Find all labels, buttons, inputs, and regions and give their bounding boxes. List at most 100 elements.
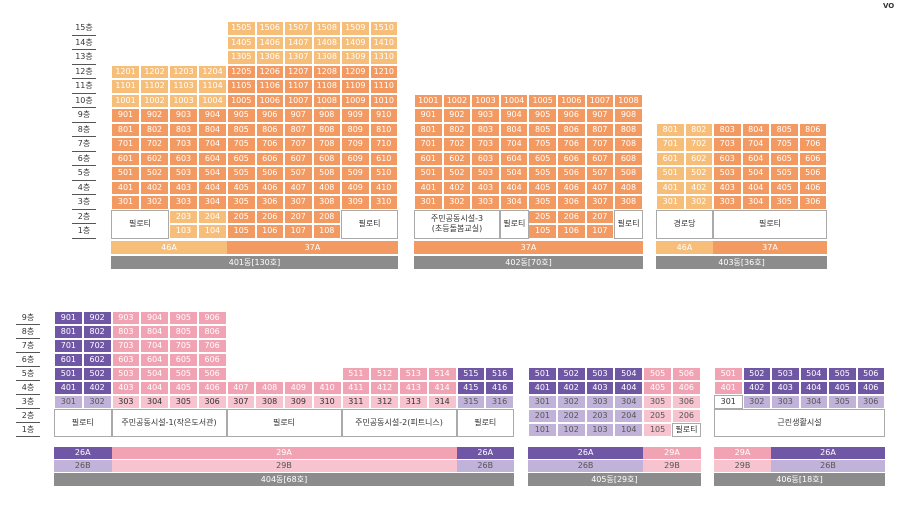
unit-cell: 504 — [499, 166, 529, 181]
unit-cell: 502 — [742, 367, 771, 381]
unit-cell: 206 — [557, 209, 586, 224]
unit-cell: 705 — [169, 339, 198, 353]
unit-cell: 502 — [140, 166, 169, 181]
unit-cell: 404 — [198, 180, 227, 195]
unit-cell: 105 — [643, 423, 672, 437]
unit-cell: 401 — [528, 381, 557, 395]
unit-cell: 405 — [770, 180, 799, 195]
unit-cell: 1510 — [369, 21, 398, 36]
unit-cell: 304 — [499, 195, 529, 210]
unit-cell: 410 — [312, 381, 342, 395]
unit-cell: 502 — [442, 166, 472, 181]
unit-cell: 508 — [312, 166, 341, 181]
unit-cell: 706 — [557, 137, 586, 152]
unit-cell: 302 — [684, 195, 713, 210]
unit-cell: 804 — [140, 325, 169, 339]
unit-cell: 503 — [771, 367, 800, 381]
piloti-label: 필로티 — [713, 209, 827, 239]
unit-cell: 405 — [828, 381, 857, 395]
community-facility-2: 주민공동시설-2(피트니스) — [341, 409, 457, 437]
unit-cell: 1101 — [111, 79, 140, 94]
unit-cell: 310 — [369, 195, 398, 210]
unit-cell: 1104 — [198, 79, 227, 94]
unit-cell: 1005 — [528, 93, 557, 108]
unit-cell: 301 — [528, 395, 557, 409]
unit-cell: 305 — [528, 195, 557, 210]
floor-label: 14층 — [72, 36, 96, 50]
floor-label: 9층 — [72, 108, 96, 123]
piloti-label: 필로티 — [111, 209, 169, 239]
unit-cell: 604 — [198, 151, 227, 166]
unit-cell: 401 — [656, 180, 685, 195]
unit-cell: 804 — [198, 122, 227, 137]
piloti-label: 필로티 — [341, 209, 398, 239]
unit-cell: 1103 — [169, 79, 198, 94]
unit-cell: 805 — [528, 122, 557, 137]
unit-cell: 507 — [585, 166, 615, 181]
unit-cell: 706 — [197, 339, 227, 353]
unit-cell: 1410 — [369, 35, 398, 50]
unit-cell: 809 — [341, 122, 370, 137]
unit-cell: 802 — [684, 122, 713, 137]
unit-cell: 602 — [140, 151, 169, 166]
unit-cell: 607 — [585, 151, 615, 166]
community-facility-3-name: 주민공동시설-3 — [430, 214, 484, 223]
unit-cell: 308 — [614, 195, 643, 210]
unit-cell: 1004 — [499, 93, 529, 108]
unit-cell: 308 — [255, 395, 284, 409]
unit-cell: 505 — [828, 367, 857, 381]
unit-type-bar: 26B — [456, 460, 514, 472]
unit-cell: 307 — [585, 195, 615, 210]
unit-cell: 707 — [284, 137, 313, 152]
unit-cell: 703 — [471, 137, 500, 152]
building-label: 405동[29호] — [528, 473, 701, 486]
floor-label: 2층 — [16, 409, 40, 423]
unit-cell: 507 — [284, 166, 313, 181]
unit-cell: 805 — [169, 325, 198, 339]
floor-label: 5층 — [72, 166, 96, 181]
unit-cell: 304 — [741, 195, 770, 210]
unit-cell: 603 — [471, 151, 500, 166]
unit-cell: 902 — [82, 311, 112, 325]
unit-cell: 505 — [169, 367, 198, 381]
unit-cell: 305 — [169, 395, 198, 409]
unit-cell: 510 — [369, 166, 398, 181]
unit-cell: 501 — [54, 367, 83, 381]
unit-type-bar: 26A — [528, 447, 644, 459]
unit-cell: 402 — [82, 381, 112, 395]
unit-cell: 315 — [456, 395, 486, 409]
unit-cell: 901 — [54, 311, 83, 325]
unit-cell: 1007 — [284, 93, 313, 108]
unit-type-bar: 29B — [643, 460, 701, 472]
unit-cell: 901 — [111, 108, 140, 123]
unit-cell: 1507 — [284, 21, 313, 36]
unit-cell: 102 — [556, 423, 586, 437]
unit-cell: 413 — [399, 381, 428, 395]
unit-cell: 313 — [399, 395, 428, 409]
unit-cell: 406 — [197, 381, 227, 395]
unit-cell: 403 — [471, 180, 500, 195]
unit-cell: 401 — [714, 381, 743, 395]
unit-cell: 105 — [528, 224, 557, 239]
unit-cell: 808 — [614, 122, 643, 137]
unit-cell: 307 — [284, 195, 313, 210]
unit-cell: 503 — [585, 367, 615, 381]
unit-cell: 1307 — [284, 50, 313, 65]
piloti-label: 필로티 — [500, 209, 529, 239]
unit-cell: 503 — [169, 166, 198, 181]
unit-cell: 903 — [111, 311, 141, 325]
unit-cell: 705 — [770, 137, 799, 152]
unit-type-bar: 29B — [111, 460, 457, 472]
unit-cell: 1202 — [140, 64, 169, 79]
unit-cell: 301 — [656, 195, 685, 210]
unit-cell: 906 — [255, 108, 284, 123]
unit-cell: 407 — [284, 180, 313, 195]
floor-label: 3층 — [72, 195, 96, 210]
unit-cell: 904 — [499, 108, 529, 123]
piloti-label: 필로티 — [456, 409, 514, 437]
unit-cell: 806 — [798, 122, 827, 137]
unit-cell: 316 — [485, 395, 514, 409]
unit-cell: 402 — [556, 381, 586, 395]
unit-cell: 205 — [528, 209, 557, 224]
unit-cell: 808 — [312, 122, 341, 137]
